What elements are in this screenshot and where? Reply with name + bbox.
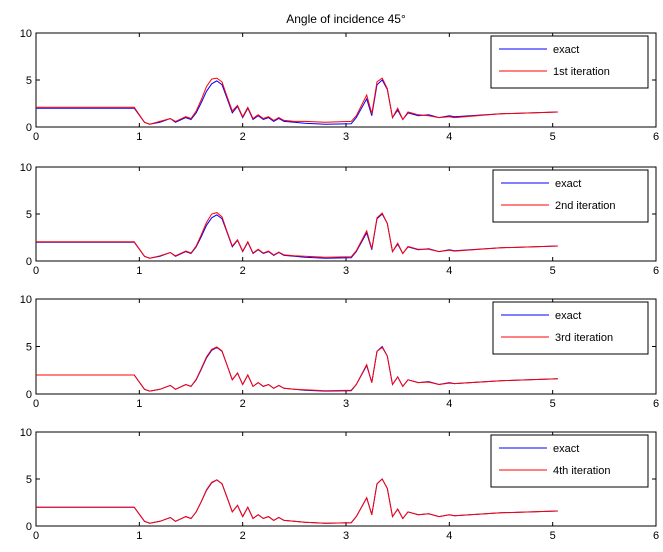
subplot-1: Angle of incidence 45° 0 1 2 3 4 5 6 0 5 10 exact 1s…: [20, 12, 659, 143]
y-tick-label: 0: [26, 521, 32, 533]
legend-label: 1st iteration: [553, 66, 610, 78]
y-tick-label: 10: [20, 294, 32, 306]
y-tick-label: 5: [26, 209, 32, 221]
x-tick-label: 3: [343, 530, 349, 542]
y-tick-label: 10: [20, 162, 32, 174]
x-tick-label: 2: [240, 398, 246, 410]
x-tick-label: 3: [343, 131, 349, 143]
legend-label: exact: [555, 310, 581, 322]
legend: exact 4th iteration: [490, 434, 649, 488]
legend-label: 2nd iteration: [555, 200, 616, 212]
legend-label: exact: [553, 44, 579, 56]
x-tick-label: 3: [343, 398, 349, 410]
legend-box: [492, 301, 649, 355]
x-tick-label: 5: [550, 265, 556, 277]
series-line-iteration: [36, 77, 558, 125]
legend-label: exact: [555, 178, 581, 190]
x-tick-label: 5: [550, 398, 556, 410]
series-line-iteration: [36, 212, 558, 259]
x-tick-label: 0: [33, 265, 39, 277]
y-tick-label: 5: [26, 342, 32, 354]
y-tick-label: 0: [26, 389, 32, 401]
x-tick-label: 5: [550, 131, 556, 143]
x-tick-label: 1: [136, 398, 142, 410]
x-tick-label: 6: [653, 131, 659, 143]
x-tick-label: 4: [446, 265, 452, 277]
x-tick-label: 2: [240, 131, 246, 143]
subplot-4: 0 1 2 3 4 5 6 0 5 10 exact 4th iteration: [20, 427, 659, 542]
x-tick-label: 4: [446, 131, 452, 143]
subplot-2: 0 1 2 3 4 5 6 0 5 10 exact 2nd iteration: [20, 162, 659, 277]
x-tick-label: 6: [653, 398, 659, 410]
y-tick-label: 10: [20, 28, 32, 40]
y-tick-label: 10: [20, 427, 32, 439]
x-tick-label: 2: [240, 530, 246, 542]
legend-box: [490, 434, 649, 488]
legend-box: [492, 169, 649, 223]
legend: exact 1st iteration: [490, 35, 649, 89]
x-tick-label: 1: [136, 530, 142, 542]
series-line-iteration: [36, 478, 558, 524]
x-tick-label: 4: [446, 530, 452, 542]
legend-box: [490, 35, 649, 89]
x-tick-label: 6: [653, 265, 659, 277]
x-tick-label: 1: [136, 265, 142, 277]
y-tick-label: 5: [26, 75, 32, 87]
x-tick-label: 6: [653, 530, 659, 542]
x-tick-label: 0: [33, 530, 39, 542]
y-tick-label: 0: [26, 256, 32, 268]
legend-label: 4th iteration: [553, 465, 610, 477]
x-tick-label: 5: [550, 530, 556, 542]
y-tick-label: 0: [26, 122, 32, 134]
legend-label: 3rd iteration: [555, 332, 613, 344]
y-tick-label: 5: [26, 474, 32, 486]
x-tick-label: 1: [136, 131, 142, 143]
x-tick-label: 3: [343, 265, 349, 277]
legend: exact 3rd iteration: [492, 301, 649, 355]
series-line-iteration: [36, 346, 558, 392]
x-tick-label: 0: [33, 398, 39, 410]
subplot-3: 0 1 2 3 4 5 6 0 5 10 exact 3rd iteration: [20, 294, 659, 410]
x-tick-label: 2: [240, 265, 246, 277]
legend: exact 2nd iteration: [492, 169, 649, 223]
x-tick-label: 4: [446, 398, 452, 410]
chart-title: Angle of incidence 45°: [286, 12, 406, 26]
x-tick-label: 0: [33, 131, 39, 143]
legend-label: exact: [553, 443, 579, 455]
